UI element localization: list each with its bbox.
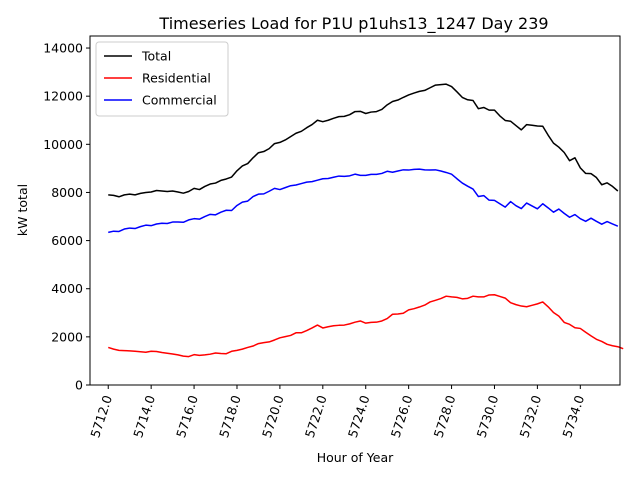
y-tick-label: 2000 [51,329,83,344]
series-line-total [108,83,619,198]
y-axis-label: kW total [15,184,30,236]
y-tick-label: 14000 [43,41,83,56]
x-axis-label: Hour of Year [317,450,394,465]
legend-label-total: Total [141,49,171,64]
plot-frame [89,35,621,386]
y-tick-label: 12000 [43,89,83,104]
legend-box [95,41,229,117]
legend-label-residential: Residential [142,71,211,86]
y-tick-label: 0 [75,378,83,393]
y-tick-label: 6000 [51,233,83,248]
series-layer [108,83,624,358]
y-tick-label: 10000 [43,137,83,152]
y-axis-ticks: 0 2000 4000 6000 8000 10000 12000 14000 [43,41,90,393]
legend-label-commercial: Commercial [142,93,217,108]
y-tick-label: 4000 [51,281,83,296]
y-tick-label: 8000 [51,185,83,200]
series-line-commercial [108,168,619,234]
legend: Total Residential Commercial [95,41,229,117]
series-line-residential [108,293,624,358]
chart-title: Timeseries Load for P1U p1uhs13_1247 Day… [158,14,548,34]
